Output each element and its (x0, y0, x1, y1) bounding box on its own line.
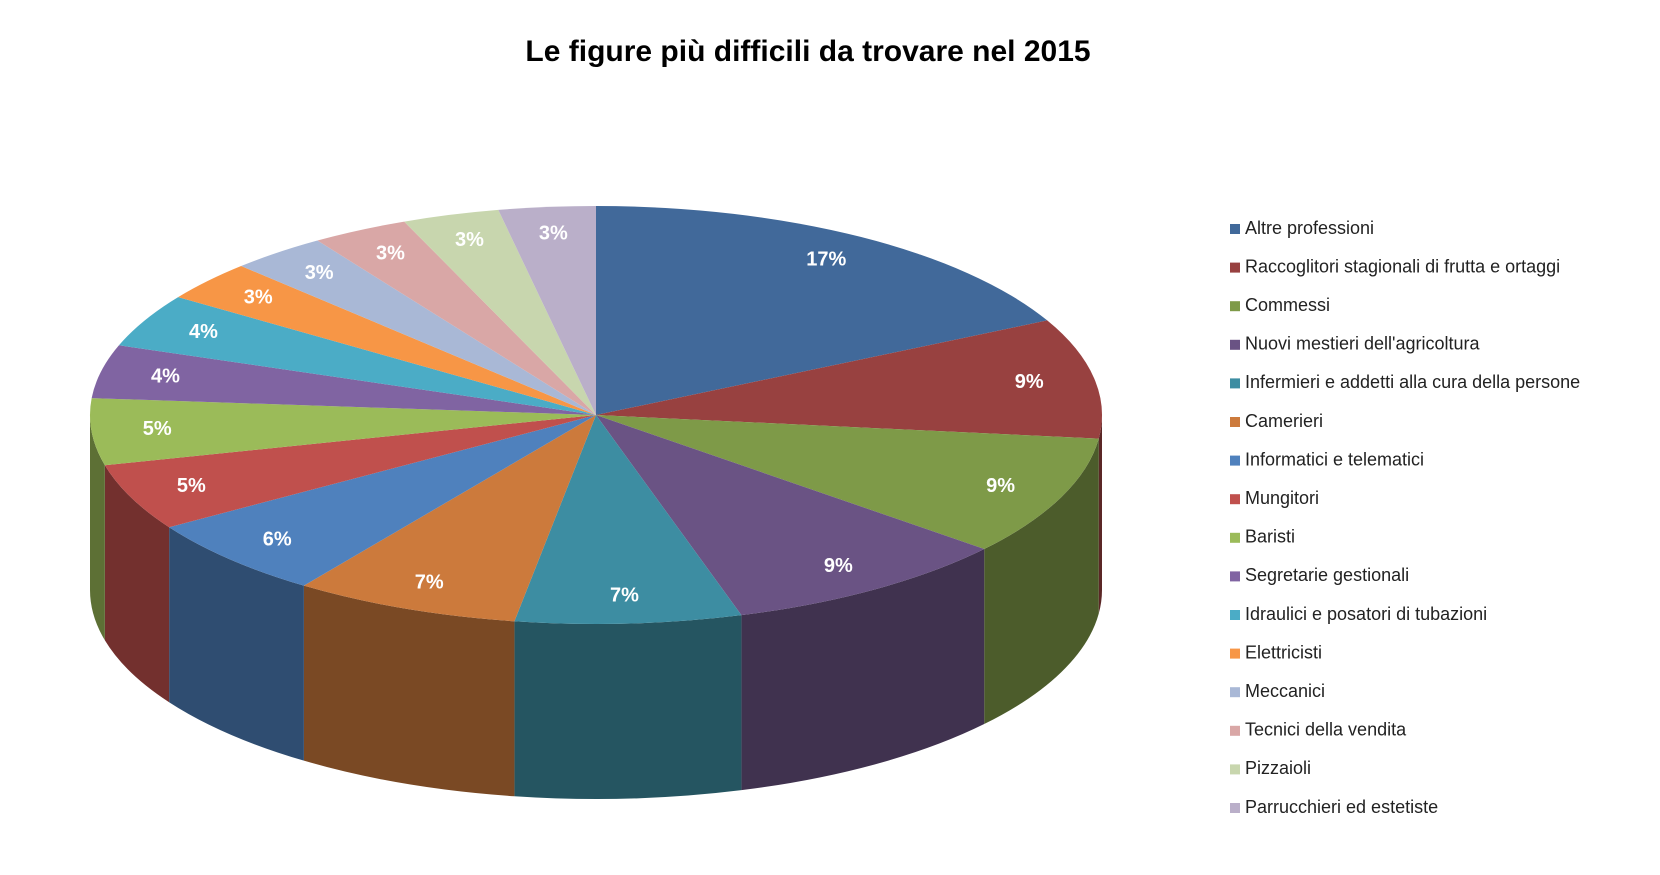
legend-swatch (1230, 301, 1240, 312)
legend-label: Raccoglitori stagionali di frutta e orta… (1245, 256, 1560, 276)
slice-side (1098, 415, 1102, 614)
slice-side (984, 438, 1099, 725)
data-label: 17% (806, 248, 846, 270)
legend-swatch (1230, 262, 1240, 273)
legend-label: Tecnici della vendita (1245, 720, 1407, 740)
data-label: 9% (986, 475, 1015, 497)
legend-swatch (1230, 571, 1240, 582)
legend-label: Segretarie gestionali (1245, 565, 1409, 585)
data-label: 3% (376, 242, 405, 264)
slice (169, 415, 596, 586)
data-label: 3% (455, 229, 484, 251)
slice (596, 206, 1048, 415)
slice-side (104, 465, 170, 703)
legend-swatch (1230, 339, 1240, 350)
legend-swatch (1230, 764, 1240, 775)
data-label: 4% (189, 321, 218, 343)
slice (596, 415, 1099, 550)
slice (498, 206, 596, 415)
data-label: 9% (824, 555, 853, 577)
legend-label: Mungitori (1245, 488, 1319, 508)
slice (404, 209, 596, 415)
slice (90, 398, 596, 466)
legend-swatch (1230, 610, 1240, 620)
legend-swatch (1230, 687, 1240, 698)
legend-swatch (1230, 417, 1240, 427)
legend-swatch (1230, 532, 1240, 543)
slice (178, 266, 596, 415)
legend-label: Commessi (1245, 295, 1330, 315)
legend-label: Pizzaioli (1245, 758, 1311, 778)
slice (241, 240, 596, 415)
legend-label: Infermieri e addetti alla cura della per… (1245, 372, 1580, 392)
legend-swatch (1230, 224, 1240, 234)
legend-swatch (1230, 803, 1240, 813)
slice (514, 415, 742, 624)
slice-side (90, 415, 105, 641)
legend-label: Meccanici (1245, 681, 1325, 701)
slice (317, 221, 596, 415)
slice-side (741, 549, 985, 791)
legend-label: Parrucchieri ed estetiste (1245, 797, 1438, 817)
legend-label: Camerieri (1245, 411, 1323, 431)
slice (91, 345, 597, 415)
chart-title: Le figure più difficili da trovare nel 2… (525, 35, 1090, 68)
data-label: 4% (151, 365, 180, 387)
data-label: 3% (305, 262, 334, 284)
slice (303, 415, 596, 622)
legend-label: Nuovi mestieri dell'agricoltura (1245, 334, 1481, 354)
data-label: 5% (177, 475, 206, 497)
data-label: 5% (143, 418, 172, 440)
legend-swatch (1230, 494, 1240, 505)
data-label: 3% (244, 287, 273, 309)
slice-side (303, 585, 515, 797)
slice (596, 415, 985, 616)
legend-label: Informatici e telematici (1245, 449, 1424, 469)
data-label: 7% (610, 585, 639, 607)
slice-side (514, 615, 742, 799)
data-label: 9% (1015, 371, 1044, 393)
slice (596, 320, 1103, 439)
legend-swatch (1230, 455, 1240, 466)
legend-label: Idraulici e posatori di tubazioni (1245, 604, 1487, 624)
data-label: 3% (539, 222, 568, 244)
legend-swatch (1230, 648, 1240, 659)
slice-side (169, 527, 304, 761)
legend-label: Elettricisti (1245, 642, 1322, 662)
legend-label: Baristi (1245, 527, 1295, 547)
data-label: 6% (263, 529, 292, 551)
legend-label: Altre professioni (1245, 218, 1374, 238)
slice (104, 415, 596, 528)
legend-swatch (1230, 378, 1240, 389)
slice (118, 297, 596, 415)
data-label: 7% (415, 572, 444, 594)
legend-swatch (1230, 725, 1240, 736)
